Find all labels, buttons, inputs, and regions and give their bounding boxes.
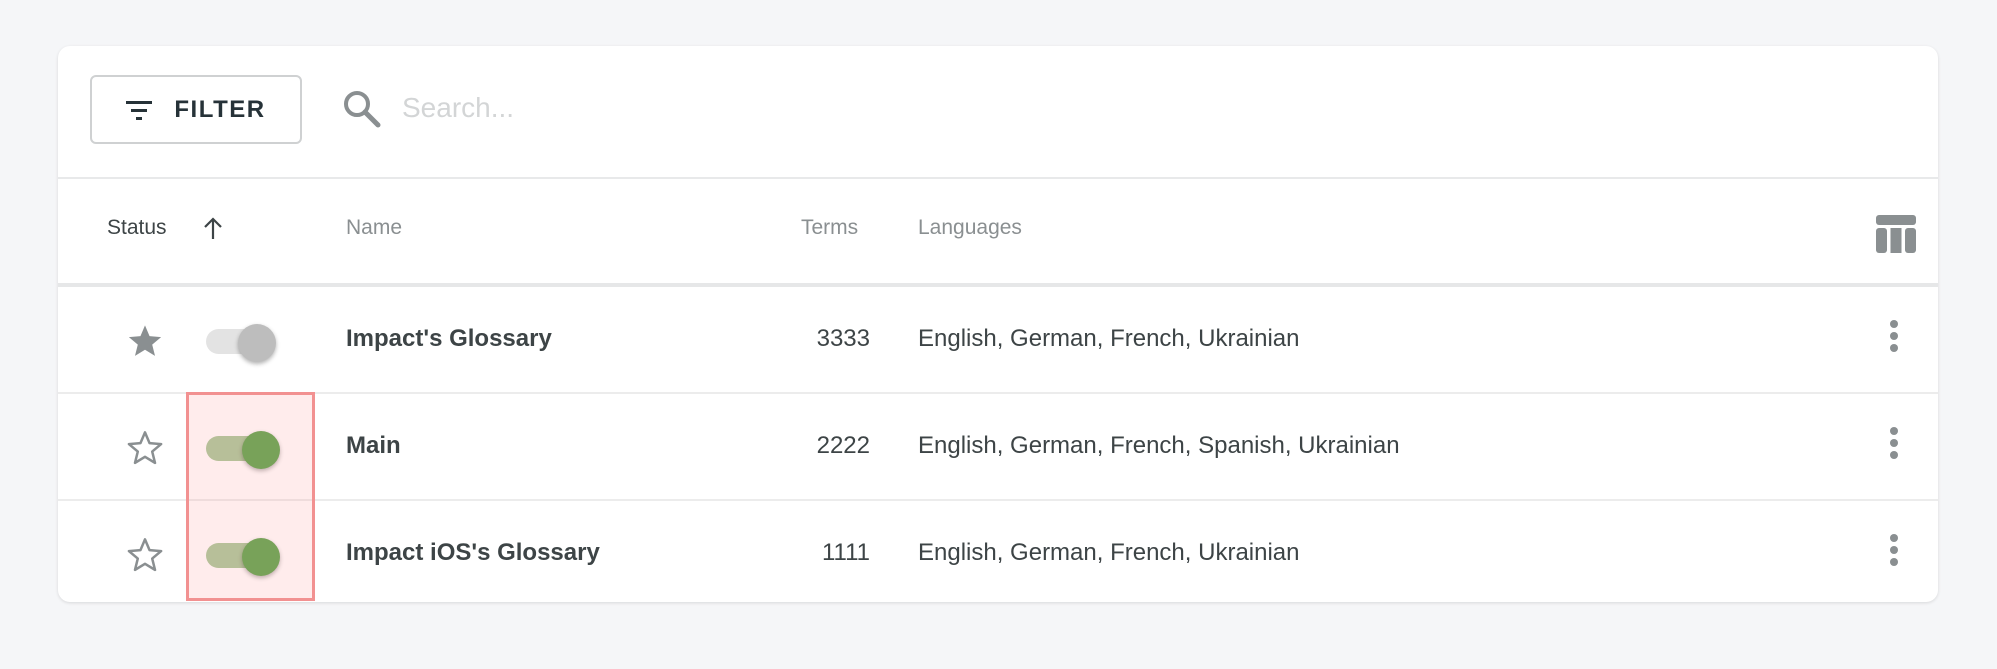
languages-list: English, German, French, Spanish, Ukrain… (918, 432, 1400, 459)
glossary-table-card: FILTER Status Name Terms Languages Impac… (58, 46, 1938, 602)
toggle-knob (242, 431, 280, 469)
toolbar: FILTER (58, 46, 1938, 179)
search-icon (344, 91, 381, 128)
table-body: Impact's Glossary 3333 English, German, … (58, 287, 1938, 602)
status-toggle[interactable] (206, 538, 282, 576)
more-vert-icon[interactable] (1886, 427, 1902, 467)
table-row[interactable]: Impact's Glossary 3333 English, German, … (58, 287, 1938, 394)
more-vert-icon[interactable] (1886, 534, 1902, 574)
filter-label: FILTER (174, 95, 266, 123)
status-toggle[interactable] (206, 431, 282, 469)
star-filled-icon[interactable] (126, 323, 164, 359)
arrow-up-icon[interactable] (203, 216, 223, 240)
toggle-knob (242, 538, 280, 576)
star-outline-icon[interactable] (126, 430, 164, 466)
table-header: Status Name Terms Languages (58, 177, 1938, 287)
filter-list-icon (126, 100, 153, 120)
search-input[interactable] (400, 82, 1004, 134)
column-header-languages[interactable]: Languages (918, 216, 1022, 239)
terms-count: 1111 (821, 539, 870, 566)
toggle-knob (238, 324, 276, 362)
more-vert-icon[interactable] (1886, 320, 1902, 360)
terms-count: 2222 (816, 432, 870, 459)
filter-button[interactable]: FILTER (90, 75, 302, 144)
glossary-name[interactable]: Main (346, 432, 401, 459)
column-header-name[interactable]: Name (346, 216, 403, 239)
glossary-name[interactable]: Impact's Glossary (346, 325, 552, 352)
glossary-name[interactable]: Impact iOS's Glossary (346, 539, 600, 566)
status-toggle[interactable] (206, 324, 282, 362)
table-row[interactable]: Impact iOS's Glossary 1111 English, Germ… (58, 501, 1938, 602)
star-outline-icon[interactable] (126, 537, 164, 573)
languages-list: English, German, French, Ukrainian (918, 539, 1300, 566)
column-header-terms[interactable]: Terms (801, 216, 859, 239)
view-column-icon[interactable] (1876, 215, 1916, 253)
column-header-status[interactable]: Status (107, 216, 167, 239)
table-row[interactable]: Main 2222 English, German, French, Spani… (58, 394, 1938, 501)
languages-list: English, German, French, Ukrainian (918, 325, 1300, 352)
terms-count: 3333 (816, 325, 870, 352)
